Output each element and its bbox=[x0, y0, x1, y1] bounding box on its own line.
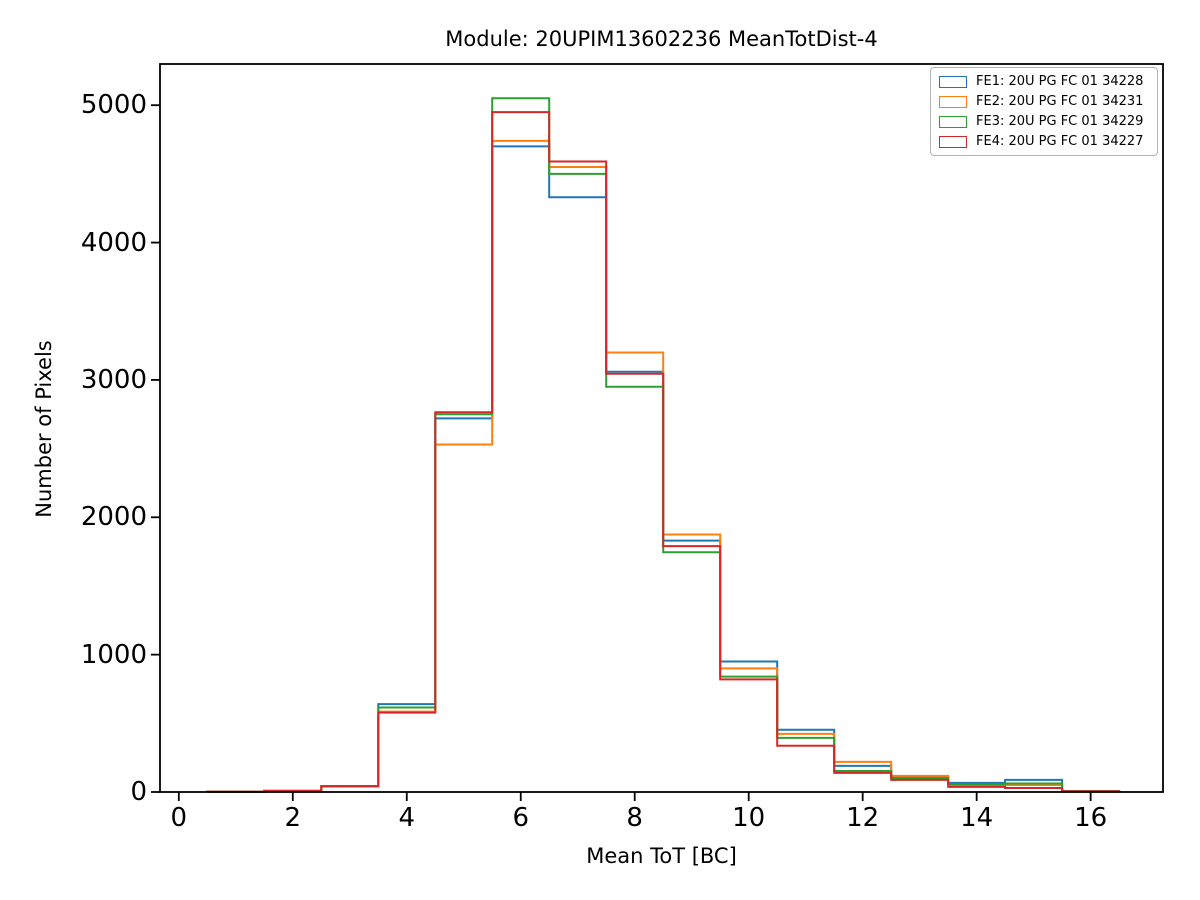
x-tick-label: 2 bbox=[284, 803, 302, 833]
x-tick-label: 16 bbox=[1074, 803, 1108, 833]
axes-spines bbox=[159, 63, 1164, 793]
x-tick-label: 8 bbox=[626, 803, 643, 833]
legend-swatch-icon bbox=[939, 135, 967, 148]
y-tick-label: 3000 bbox=[80, 364, 147, 395]
legend-label: FE2: 20U PG FC 01 34231 bbox=[976, 94, 1144, 109]
x-tick-label: 0 bbox=[170, 803, 188, 833]
legend-entry: FE3: 20U PG FC 01 34229 bbox=[939, 114, 1149, 129]
x-tick-label: 4 bbox=[398, 803, 416, 833]
legend-swatch-icon bbox=[939, 115, 967, 128]
y-tick-label: 5000 bbox=[80, 90, 147, 121]
x-tick-label: 14 bbox=[960, 803, 994, 833]
y-tick-label: 4000 bbox=[80, 227, 147, 258]
chart-title: Module: 20UPIM13602236 MeanTotDist-4 bbox=[445, 27, 878, 51]
x-tick-label: 10 bbox=[732, 803, 766, 833]
legend: FE1: 20U PG FC 01 34228 FE2: 20U PG FC 01… bbox=[930, 67, 1158, 156]
histogram-series-fe4 bbox=[206, 111, 1121, 793]
y-tick-label: 0 bbox=[130, 777, 147, 807]
legend-entry: FE1: 20U PG FC 01 34228 bbox=[939, 74, 1149, 89]
legend-swatch-icon bbox=[939, 95, 967, 108]
legend-label: FE1: 20U PG FC 01 34228 bbox=[976, 74, 1144, 89]
legend-label: FE3: 20U PG FC 01 34229 bbox=[976, 114, 1144, 129]
x-tick-label: 12 bbox=[846, 803, 880, 833]
x-tick-label: 6 bbox=[512, 803, 529, 833]
y-tick-label: 2000 bbox=[80, 502, 147, 533]
legend-swatch-icon bbox=[939, 75, 967, 88]
x-axis-label: Mean ToT [BC] bbox=[586, 844, 737, 868]
legend-entry: FE2: 20U PG FC 01 34231 bbox=[939, 94, 1149, 109]
legend-label: FE4: 20U PG FC 01 34227 bbox=[976, 134, 1144, 149]
legend-entry: FE4: 20U PG FC 01 34227 bbox=[939, 134, 1149, 149]
y-tick-label: 1000 bbox=[80, 639, 147, 670]
